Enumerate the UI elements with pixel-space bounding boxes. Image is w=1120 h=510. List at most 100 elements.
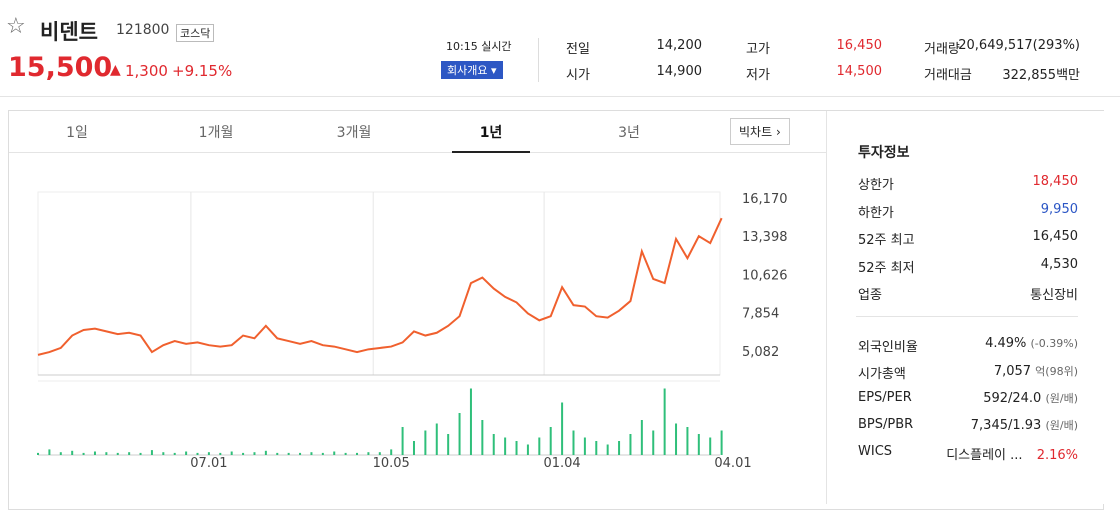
price: 15,500 [8, 52, 113, 83]
stat-label: 거래량 [924, 42, 960, 57]
volume-bar [230, 451, 233, 455]
info-value: 7,345/1.93 (원/배) [971, 417, 1078, 433]
info-value: 592/24.0 (원/배) [983, 390, 1078, 406]
volume-bar [219, 452, 222, 455]
info-value: 9,950 [1040, 201, 1078, 217]
info-label: 하한가 [858, 205, 894, 221]
info-label: 업종 [858, 288, 882, 303]
volume-bar [697, 434, 700, 455]
volume-bar [378, 452, 381, 455]
volume-bar [458, 413, 461, 455]
info-value-main: 4.49% [985, 336, 1031, 351]
volume-bar [196, 452, 199, 455]
tab[interactable]: 1년 [479, 125, 503, 141]
change: 1,300 [125, 62, 168, 80]
volume-bar [356, 452, 359, 455]
info-value-sub: 억(98위) [1035, 365, 1078, 378]
info-label: 상한가 [858, 178, 894, 193]
x-tick-label: 10.05 [373, 456, 410, 471]
volume-bar [652, 430, 655, 455]
info-value-sub: (원/배) [1045, 392, 1078, 405]
info-value-sub: 2.16% [1036, 448, 1078, 463]
volume-bar [59, 452, 62, 455]
volume-bar [640, 420, 643, 455]
volume-bar [139, 452, 142, 455]
volume-bar [93, 451, 96, 455]
volume-bar [424, 430, 427, 455]
stat-label: 거래대금 [924, 68, 972, 83]
volume-bar [105, 452, 108, 455]
volume-bar [37, 452, 39, 455]
volume-bar [71, 450, 74, 455]
volume-bar [128, 452, 131, 455]
company-button[interactable]: 회사개요 ▾ [441, 61, 503, 79]
stat-value: 16,450 [836, 38, 883, 53]
volume-bar [401, 427, 404, 455]
volume-bar [469, 388, 472, 455]
tab-underline [452, 151, 530, 153]
volume-bar [276, 452, 279, 455]
y-tick-label: 5,082 [742, 345, 779, 360]
volume-bar [321, 452, 324, 455]
stat-label: 고가 [746, 42, 770, 57]
stat-value: 14,900 [656, 64, 703, 79]
divider [538, 38, 539, 82]
y-tick-label: 13,398 [742, 230, 788, 245]
volume-bar [629, 434, 632, 455]
info-label: 52주 최고 [858, 233, 915, 248]
volume-bar [709, 437, 712, 455]
volume-bar [583, 437, 586, 455]
volume-bar [618, 441, 621, 455]
x-tick-label: 07.01 [190, 456, 227, 471]
info-value-sub: (원/배) [1045, 419, 1078, 432]
volume-bar [675, 423, 678, 455]
tab-rule [9, 152, 826, 153]
volume-bar [663, 388, 666, 455]
tab[interactable]: 3개월 [336, 125, 372, 141]
stat-label: 시가 [566, 68, 590, 83]
tab[interactable]: 1개월 [198, 125, 234, 141]
volume-bar [515, 441, 518, 455]
info-label: 시가총액 [858, 367, 906, 382]
volume-bar [310, 452, 313, 455]
info-value: 7,057 억(98위) [994, 363, 1078, 379]
volume-bar [185, 451, 188, 455]
stat-value: 14,200 [656, 38, 703, 53]
star-icon[interactable]: ☆ [6, 14, 26, 39]
stat-value: 20,649,517(293%) [958, 38, 1080, 53]
rate: +9.15% [172, 62, 233, 80]
volume-bar [492, 434, 495, 455]
y-tick-label: 10,626 [742, 268, 788, 283]
volume-bar [207, 452, 210, 455]
info-value: 통신장비 [1030, 288, 1078, 303]
up-arrow: ▲ [110, 62, 121, 78]
info-label: WICS [858, 444, 893, 459]
stock-name: 비덴트 [40, 20, 98, 44]
volume-bar [162, 452, 165, 455]
info-value-main: 7,057 [993, 364, 1036, 379]
info-value: 4.49% (-0.39%) [985, 336, 1078, 351]
info-label: BPS/PBR [858, 417, 914, 432]
stock-code: 121800 [116, 22, 170, 38]
volume-bar [526, 444, 529, 455]
volume-bar [264, 450, 267, 455]
bigchart-button[interactable]: 빅차트 › [730, 118, 790, 145]
y-tick-label: 16,170 [742, 192, 788, 207]
info-label: EPS/PER [858, 390, 912, 405]
stat-value: 322,855백만 [1002, 68, 1080, 83]
market: 코스닥 [176, 24, 215, 42]
info-value-main: 디스플레이 ... [946, 448, 1027, 463]
tab[interactable]: 1일 [66, 125, 88, 141]
volume-bar [173, 452, 176, 455]
stat-label: 전일 [566, 42, 590, 57]
volume-bar [435, 423, 438, 455]
tab[interactable]: 3년 [618, 125, 640, 141]
volume-bar [82, 452, 85, 455]
info-value: 18,450 [1032, 174, 1079, 189]
volume-bar [561, 402, 564, 455]
volume-bar [48, 449, 51, 455]
info-value: 4,530 [1040, 256, 1078, 272]
volume-bar [150, 450, 153, 455]
volume-bar [253, 452, 256, 455]
